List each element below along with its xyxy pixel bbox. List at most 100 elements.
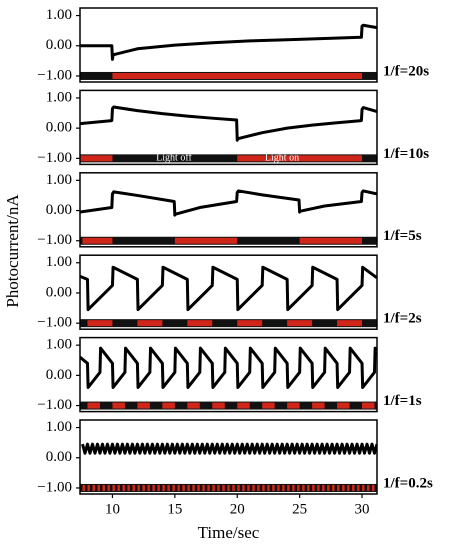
light-on: [297, 484, 300, 491]
y-tick-label: 0.00: [46, 120, 72, 136]
light-on: [192, 484, 195, 491]
y-tick-label: −1.00: [37, 150, 72, 166]
light-on: [137, 320, 163, 327]
light-on: [372, 484, 375, 491]
light-on: [197, 484, 200, 491]
y-tick-label: 1.00: [46, 337, 72, 353]
light-on: [107, 484, 110, 491]
light-bar: [80, 401, 377, 410]
light-on: [187, 320, 213, 327]
light-on: [312, 484, 315, 491]
light-on: [87, 402, 100, 409]
light-on: [237, 320, 263, 327]
light-bar: [80, 319, 377, 328]
light-on: [172, 484, 175, 491]
light-on: [182, 484, 185, 491]
y-tick-label: 1.00: [46, 254, 72, 270]
y-tick-label: 0.00: [46, 367, 72, 383]
light-on: [142, 484, 145, 491]
light-on: [117, 484, 120, 491]
y-tick-label: 0.00: [46, 449, 72, 465]
light-on: [322, 484, 325, 491]
light-on: [212, 484, 215, 491]
light-on: [162, 484, 165, 491]
light-on: [87, 484, 90, 491]
y-tick-label: −1.00: [37, 397, 72, 413]
light-on: [337, 484, 340, 491]
light-on: [332, 484, 335, 491]
y-tick-label: 0.00: [46, 284, 72, 300]
light-on: [357, 484, 360, 491]
light-on: [337, 320, 363, 327]
light-on: [267, 484, 270, 491]
annotation: Light off: [156, 153, 192, 164]
light-on: [292, 484, 295, 491]
light-on: [147, 484, 150, 491]
light-on: [262, 484, 265, 491]
light-on: [232, 484, 235, 491]
light-on: [287, 320, 313, 327]
panel-label: 1/f=2s: [383, 311, 422, 327]
annotation: Light on: [265, 153, 299, 164]
light-on: [127, 484, 130, 491]
panel-label: 1/f=20s: [383, 63, 429, 79]
light-on: [237, 484, 240, 491]
data-line: [80, 105, 377, 142]
light-on: [82, 237, 113, 244]
light-on: [212, 402, 225, 409]
light-on: [312, 402, 325, 409]
light-on: [367, 484, 370, 491]
light-on: [337, 402, 350, 409]
light-on: [287, 484, 290, 491]
y-tick-label: 1.00: [46, 172, 72, 188]
light-on: [307, 484, 310, 491]
light-on: [132, 484, 135, 491]
y-axis-label: Photocurrent/nA: [3, 194, 22, 308]
plot-frame: [79, 336, 378, 413]
light-on: [174, 237, 238, 244]
light-on: [282, 484, 285, 491]
light-on: [187, 484, 190, 491]
light-on: [80, 155, 113, 162]
y-tick-label: −1.00: [37, 479, 72, 495]
plot-frame: [79, 172, 378, 248]
y-tick-label: 0.00: [46, 37, 72, 53]
light-on: [167, 484, 170, 491]
x-tick-label: 20: [230, 501, 245, 517]
light-on: [302, 484, 305, 491]
light-on: [122, 484, 125, 491]
panel-label: 1/f=0.2s: [383, 475, 433, 491]
light-on: [87, 320, 113, 327]
data-line: [81, 442, 377, 455]
light-on: [187, 402, 200, 409]
x-tick-label: 15: [167, 501, 182, 517]
y-tick-label: −1.00: [37, 67, 72, 83]
light-on: [102, 484, 105, 491]
x-tick-label: 10: [105, 501, 120, 517]
light-on: [287, 402, 300, 409]
light-on: [202, 484, 205, 491]
light-on: [277, 484, 280, 491]
plot-frame: [79, 254, 378, 330]
y-tick-label: −1.00: [37, 315, 72, 331]
light-on: [237, 155, 363, 162]
light-on: [362, 484, 365, 491]
light-on: [177, 484, 180, 491]
light-on: [157, 484, 160, 491]
plot-frame: [79, 89, 378, 166]
light-on: [82, 484, 85, 491]
light-on: [342, 484, 345, 491]
light-on: [207, 484, 210, 491]
light-bar: [80, 154, 377, 163]
light-on: [352, 484, 355, 491]
y-tick-label: 1.00: [46, 7, 72, 23]
panel-label: 1/f=1s: [383, 393, 422, 409]
y-tick-label: −1.00: [37, 232, 72, 248]
x-tick-label: 25: [292, 501, 307, 517]
light-on: [272, 484, 275, 491]
light-on: [222, 484, 225, 491]
light-on: [112, 72, 363, 79]
y-tick-label: 0.00: [46, 202, 72, 218]
